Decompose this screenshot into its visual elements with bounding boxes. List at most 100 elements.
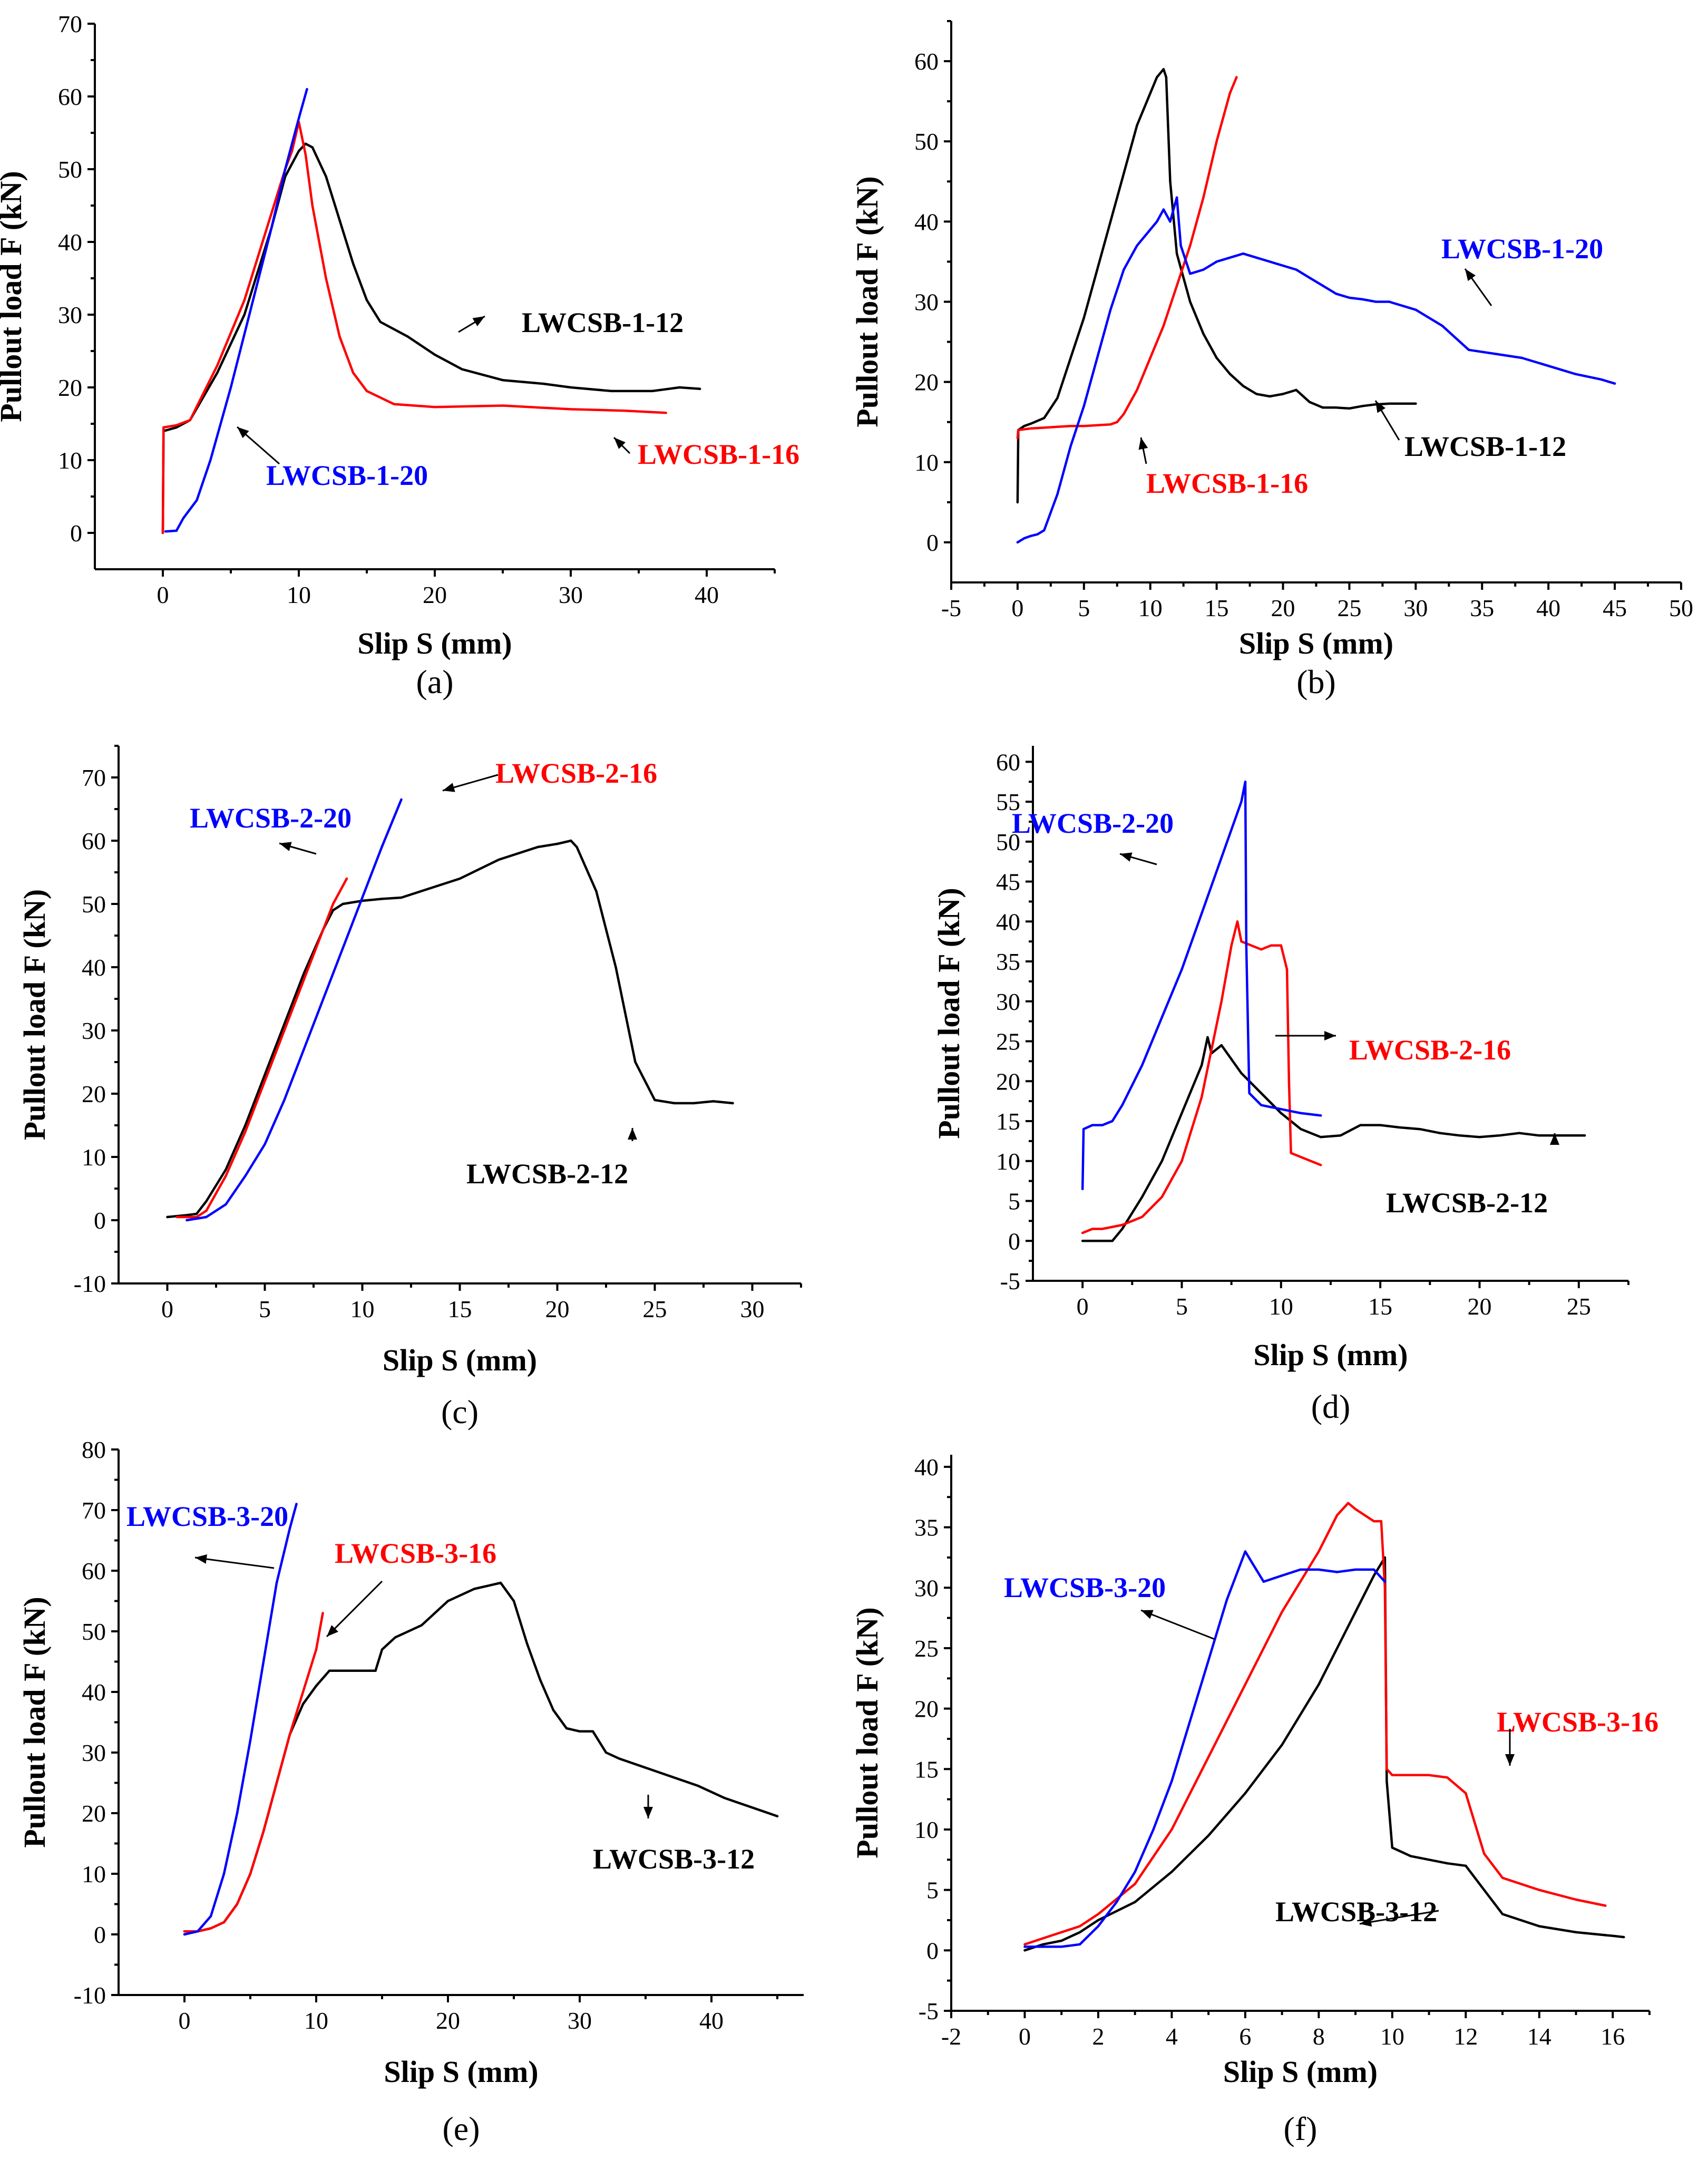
data-point-lwcsb-1-16: [161, 531, 164, 534]
panel-label: (a): [416, 663, 453, 700]
data-point-lwcsb-3-16: [1391, 1774, 1393, 1776]
data-point-lwcsb-3-20: [1281, 1574, 1283, 1577]
data-point-lwcsb-1-12: [297, 150, 300, 152]
data-point-lwcsb-3-12: [354, 1669, 357, 1672]
data-point-lwcsb-1-12: [1388, 402, 1391, 405]
series-line-lwcsb-1-12: [1016, 68, 1417, 504]
x-tick-label: 5: [1078, 595, 1090, 621]
x-tick-label: 35: [1470, 595, 1494, 621]
data-point-lwcsb-1-16: [1215, 140, 1218, 143]
annotation-arrowhead: [472, 316, 485, 327]
data-point-lwcsb-1-20: [1179, 244, 1182, 247]
x-tick-label: 30: [1403, 595, 1428, 621]
series-annotation-lwcsb-1-16: LWCSB-1-16: [638, 439, 799, 470]
data-point-lwcsb-2-20: [283, 1098, 286, 1102]
data-point-lwcsb-2-16: [1300, 1156, 1302, 1159]
data-point-lwcsb-3-12: [552, 1709, 555, 1711]
data-point-lwcsb-3-16: [1380, 1520, 1383, 1523]
data-point-lwcsb-1-20: [284, 168, 287, 171]
data-point-lwcsb-3-16: [321, 1612, 324, 1614]
data-point-lwcsb-2-12: [570, 839, 572, 842]
y-tick-label: 30: [82, 1739, 106, 1766]
y-tick-label: 50: [914, 128, 939, 155]
x-tick-label: 30: [568, 2007, 592, 2034]
annotation-arrowhead: [614, 437, 626, 449]
data-point-lwcsb-2-12: [1583, 1134, 1586, 1137]
data-point-lwcsb-1-12: [1321, 406, 1324, 409]
data-point-lwcsb-1-16: [393, 403, 395, 405]
data-point-lwcsb-3-12: [565, 1727, 568, 1730]
data-point-lwcsb-2-16: [1240, 940, 1243, 943]
data-point-lwcsb-1-16: [1109, 423, 1112, 426]
data-point-lwcsb-2-20: [1280, 1108, 1282, 1111]
data-point-lwcsb-2-16: [1220, 1000, 1223, 1003]
x-tick-label: 10: [1138, 595, 1163, 621]
series-line-lwcsb-1-12: [161, 142, 701, 534]
y-tick-label: 40: [996, 908, 1020, 935]
data-point-lwcsb-3-12: [1465, 1864, 1467, 1867]
y-tick-label: 0: [926, 529, 939, 556]
data-point-lwcsb-1-20: [229, 386, 232, 389]
data-point-lwcsb-3-20: [222, 1872, 226, 1875]
x-tick-label: -2: [941, 2023, 961, 2050]
data-point-lwcsb-1-20: [1096, 356, 1099, 359]
x-tick-label: 20: [436, 2007, 460, 2034]
data-point-lwcsb-1-20: [175, 529, 178, 532]
data-point-lwcsb-2-20: [322, 997, 325, 1000]
data-point-lwcsb-2-16: [1270, 944, 1273, 947]
data-point-lwcsb-1-16: [352, 372, 355, 374]
data-point-lwcsb-2-12: [712, 1100, 715, 1103]
y-tick-label: 0: [926, 1937, 939, 1964]
y-tick-label: 35: [996, 948, 1020, 975]
data-point-lwcsb-1-16: [1016, 436, 1019, 440]
data-point-lwcsb-3-12: [1078, 1931, 1081, 1934]
data-point-lwcsb-2-12: [1478, 1136, 1481, 1138]
series-line-lwcsb-3-16: [183, 1612, 324, 1933]
series-annotation-lwcsb-1-12: LWCSB-1-12: [522, 307, 684, 338]
data-point-lwcsb-3-16: [236, 1903, 239, 1905]
data-point-lwcsb-1-16: [304, 153, 307, 156]
chart-panel-f: -2 0 2 4 6 8 10 12 14 16 -5 0 5 10 15 20 25 30 35 40 Slip S …: [850, 1454, 1658, 2147]
y-tick-label: 70: [82, 1497, 106, 1524]
data-point-lwcsb-3-20: [1023, 1945, 1026, 1948]
annotation-arrow: [194, 1556, 275, 1569]
series-line-lwcsb-1-16: [1016, 76, 1238, 440]
data-point-lwcsb-3-12: [328, 1669, 331, 1672]
data-point-lwcsb-2-20: [1081, 1188, 1084, 1190]
data-point-lwcsb-1-12: [501, 379, 504, 382]
x-tick-label: 25: [1337, 595, 1361, 621]
data-point-lwcsb-1-20: [1401, 304, 1404, 307]
y-tick-label: 60: [82, 828, 106, 854]
y-tick-label: 40: [914, 208, 939, 235]
y-tick-label: 15: [914, 1756, 939, 1783]
data-point-lwcsb-3-12: [1612, 1934, 1614, 1937]
x-tick-label: 10: [1269, 1293, 1293, 1320]
data-point-lwcsb-2-12: [166, 1215, 169, 1219]
data-point-lwcsb-3-12: [1501, 1913, 1504, 1915]
data-point-lwcsb-3-20: [236, 1812, 239, 1815]
data-point-lwcsb-3-20: [1299, 1568, 1302, 1571]
data-point-lwcsb-1-20: [1215, 260, 1218, 263]
data-point-lwcsb-2-12: [1458, 1134, 1461, 1137]
y-tick-label: 20: [914, 1696, 939, 1723]
x-tick-label: 30: [740, 1296, 765, 1322]
data-point-lwcsb-1-12: [461, 368, 463, 371]
annotation-arrow: [326, 1580, 383, 1638]
data-point-lwcsb-3-20: [1078, 1943, 1081, 1946]
data-point-lwcsb-2-12: [331, 909, 335, 912]
data-point-lwcsb-1-12: [338, 219, 341, 221]
data-point-lwcsb-2-20: [186, 1219, 188, 1222]
data-point-lwcsb-3-20: [1170, 1780, 1173, 1783]
data-point-lwcsb-3-12: [1317, 1683, 1320, 1686]
data-point-lwcsb-3-12: [374, 1669, 377, 1672]
chart-panel-d: 0 5 10 15 20 25 -5 0 5 10 15 20 25 30 35 40 45 50 55 60 Slip…: [932, 746, 1629, 1425]
data-point-lwcsb-2-20: [225, 1203, 227, 1206]
data-point-lwcsb-2-16: [1285, 968, 1289, 971]
x-tick-label: 0: [1011, 595, 1023, 621]
x-tick-label: 0: [157, 581, 169, 608]
data-point-lwcsb-1-12: [1082, 316, 1085, 319]
series-annotation-lwcsb-2-12: LWCSB-2-12: [466, 1158, 628, 1190]
data-point-lwcsb-1-20: [1441, 324, 1443, 327]
data-point-lwcsb-3-16: [183, 1930, 186, 1933]
y-tick-label: 35: [914, 1514, 939, 1541]
